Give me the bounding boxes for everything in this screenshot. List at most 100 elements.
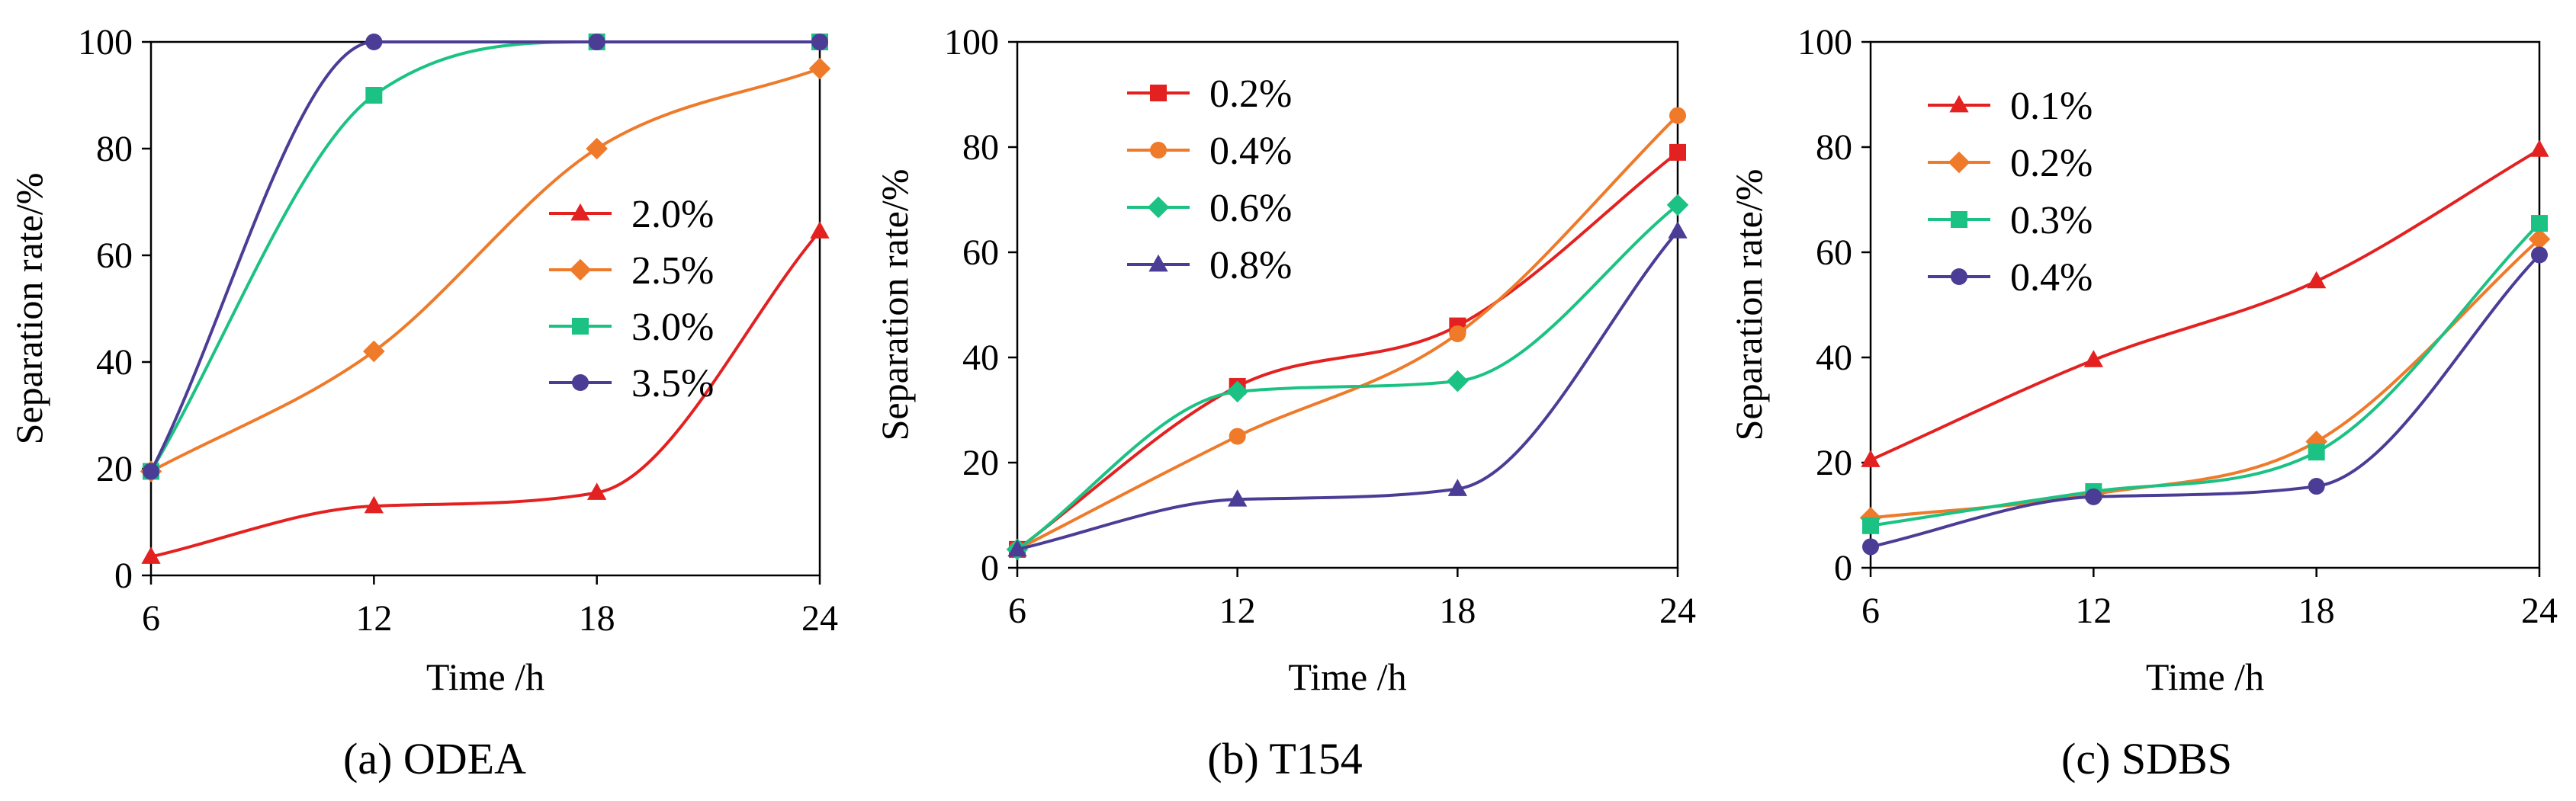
series-line-0.2% [1016, 151, 1679, 551]
data-point-0.8%-24h [1668, 221, 1688, 239]
data-point-0.2%-24h [2528, 228, 2551, 251]
data-point-3.5%-24h [811, 34, 828, 50]
data-point-0.4%-24h [1669, 107, 1686, 124]
chart-caption: (c) SDBS [2061, 734, 2232, 783]
legend-label: 0.3% [2010, 199, 2093, 242]
chart-caption: (a) ODEA [343, 734, 526, 783]
series-line-0.8% [1017, 230, 1679, 551]
chart-caption: (b) T154 [1207, 734, 1363, 783]
data-point-0.1%-24h [2529, 139, 2549, 157]
x-tick-label: 12 [2075, 591, 2112, 631]
data-point-0.4%-24h [2531, 246, 2548, 264]
legend-marker [1951, 268, 1967, 285]
legend-marker [1150, 85, 1167, 101]
x-tick-label: 24 [1659, 591, 1696, 631]
legend-label: 3.5% [631, 362, 714, 405]
y-tick-label: 20 [962, 443, 999, 483]
data-point-0.3%-24h [2531, 215, 2548, 232]
x-axis-label: Time /h [2146, 655, 2264, 698]
y-tick-label: 80 [962, 127, 999, 168]
x-tick-label: 24 [2521, 591, 2558, 631]
legend-label: 3.0% [631, 306, 714, 349]
legend: 2.0% 2.5% 3.0% 3.5% [549, 193, 714, 405]
series-line-2.5% [150, 67, 821, 473]
y-tick-label: 0 [1834, 548, 1852, 588]
data-point-0.6%-18h [1447, 370, 1469, 392]
y-axis-label: Separation rate/% [1727, 169, 1770, 441]
y-tick-label: 60 [96, 235, 133, 276]
legend-label: 0.2% [2010, 142, 2093, 185]
x-tick-label: 12 [1219, 591, 1256, 631]
legend-label: 0.1% [2010, 85, 2093, 128]
legend: 0.1% 0.2% 0.3% 0.4% [1928, 85, 2093, 300]
x-tick-label: 6 [1861, 591, 1880, 631]
series-line-0.2% [1870, 238, 2541, 520]
legend-label: 2.5% [631, 249, 714, 293]
x-axis-label: Time /h [1288, 655, 1406, 698]
legend-label: 0.4% [1209, 130, 1292, 173]
x-tick-label: 12 [355, 598, 392, 639]
y-tick-label: 40 [962, 338, 999, 378]
series-line-0.6% [1016, 203, 1679, 551]
y-tick-label: 20 [96, 449, 133, 489]
y-tick-label: 40 [96, 342, 133, 383]
y-axis-label: Separation rate/% [8, 173, 50, 445]
x-tick-label: 6 [1008, 591, 1026, 631]
data-point-3.5%-6h [143, 463, 159, 480]
y-tick-label: 100 [944, 22, 999, 62]
legend: 0.2% 0.4% 0.6% 0.8% [1127, 72, 1292, 287]
series-line-0.1% [1870, 148, 2541, 462]
data-point-2.0%-24h [810, 221, 830, 239]
data-point-0.3%-6h [1862, 517, 1879, 534]
y-axis-label: Separation rate/% [873, 169, 916, 441]
plot-frame [1016, 40, 1679, 569]
legend-marker [570, 203, 590, 221]
data-point-2.5%-24h [808, 57, 831, 80]
y-tick-label: 100 [78, 22, 133, 62]
data-point-3.0%-12h [365, 87, 383, 104]
legend-label: 0.2% [1209, 72, 1292, 116]
series-line-3.0% [149, 40, 820, 473]
x-axis-label: Time /h [426, 655, 544, 698]
legend-marker [1949, 95, 1969, 113]
data-point-0.4%-12h [2085, 488, 2102, 505]
y-tick-label: 0 [981, 548, 999, 588]
data-point-0.3%-18h [2308, 444, 2325, 461]
series-line-0.4% [1017, 114, 1679, 551]
data-point-0.8%-6h [1007, 539, 1027, 557]
legend-marker [1148, 254, 1168, 272]
series-line-0.3% [1870, 222, 2541, 527]
y-tick-label: 80 [96, 129, 133, 169]
legend-marker [572, 374, 589, 391]
data-point-0.1%-12h [2083, 350, 2103, 367]
y-tick-label: 60 [962, 232, 999, 273]
chart-panel-2: 0 20 40 60 80 100 6 12 18 24 Time /h Separation rat… [873, 22, 1696, 783]
plot-frame [1869, 40, 2541, 569]
legend-marker [1147, 196, 1170, 219]
data-point-0.4%-18h [1449, 325, 1466, 342]
data-point-0.4%-6h [1862, 538, 1879, 556]
chart-panel-3: 0 20 40 60 80 100 6 12 18 24 Time /h Separation rat… [1727, 22, 2558, 783]
data-point-0.8%-12h [1228, 489, 1248, 507]
data-point-2.0%-18h [587, 482, 607, 500]
legend-label: 0.6% [1209, 187, 1292, 230]
data-point-0.2%-24h [1669, 143, 1686, 161]
y-tick-label: 80 [1816, 127, 1852, 168]
y-tick-label: 60 [1816, 232, 1852, 273]
data-point-2.5%-12h [363, 340, 385, 363]
data-point-0.8%-18h [1447, 479, 1467, 496]
y-tick-label: 100 [1797, 22, 1852, 62]
legend-marker [1951, 211, 1967, 228]
x-tick-label: 6 [142, 598, 160, 639]
legend-marker [1948, 151, 1971, 174]
y-tick-label: 0 [114, 556, 133, 596]
x-tick-label: 18 [1439, 591, 1476, 631]
legend-marker [569, 258, 592, 281]
data-point-0.6%-24h [1666, 194, 1689, 216]
legend-label: 0.4% [2010, 256, 2093, 300]
data-point-3.5%-12h [365, 34, 383, 50]
legend-marker [572, 318, 589, 335]
chart-panel-1: 0 20 40 60 80 100 6 12 18 24 Time /h Separation rat… [8, 22, 838, 783]
series-line-0.4% [1870, 254, 2541, 549]
